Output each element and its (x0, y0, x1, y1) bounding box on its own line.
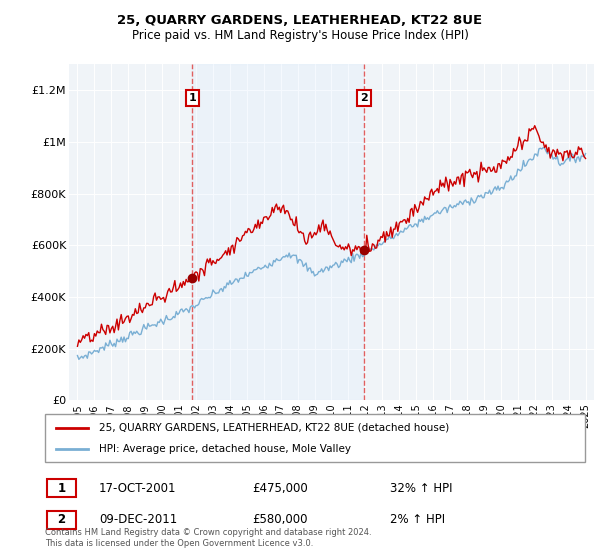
Text: Contains HM Land Registry data © Crown copyright and database right 2024.
This d: Contains HM Land Registry data © Crown c… (45, 528, 371, 548)
FancyBboxPatch shape (47, 511, 76, 529)
Text: 17-OCT-2001: 17-OCT-2001 (99, 482, 176, 495)
Text: 2: 2 (360, 93, 368, 103)
Text: Price paid vs. HM Land Registry's House Price Index (HPI): Price paid vs. HM Land Registry's House … (131, 29, 469, 42)
Text: 32% ↑ HPI: 32% ↑ HPI (390, 482, 452, 495)
Text: 2% ↑ HPI: 2% ↑ HPI (390, 513, 445, 526)
Text: £580,000: £580,000 (252, 513, 308, 526)
Text: HPI: Average price, detached house, Mole Valley: HPI: Average price, detached house, Mole… (99, 444, 351, 454)
Text: 25, QUARRY GARDENS, LEATHERHEAD, KT22 8UE: 25, QUARRY GARDENS, LEATHERHEAD, KT22 8U… (118, 14, 482, 27)
FancyBboxPatch shape (45, 414, 585, 462)
Text: 1: 1 (188, 93, 196, 103)
Text: 09-DEC-2011: 09-DEC-2011 (99, 513, 177, 526)
Text: 25, QUARRY GARDENS, LEATHERHEAD, KT22 8UE (detached house): 25, QUARRY GARDENS, LEATHERHEAD, KT22 8U… (99, 423, 449, 433)
FancyBboxPatch shape (47, 479, 76, 497)
Text: 2: 2 (58, 513, 65, 526)
Text: 1: 1 (58, 482, 65, 495)
Text: £475,000: £475,000 (252, 482, 308, 495)
Bar (193, 64, 364, 400)
